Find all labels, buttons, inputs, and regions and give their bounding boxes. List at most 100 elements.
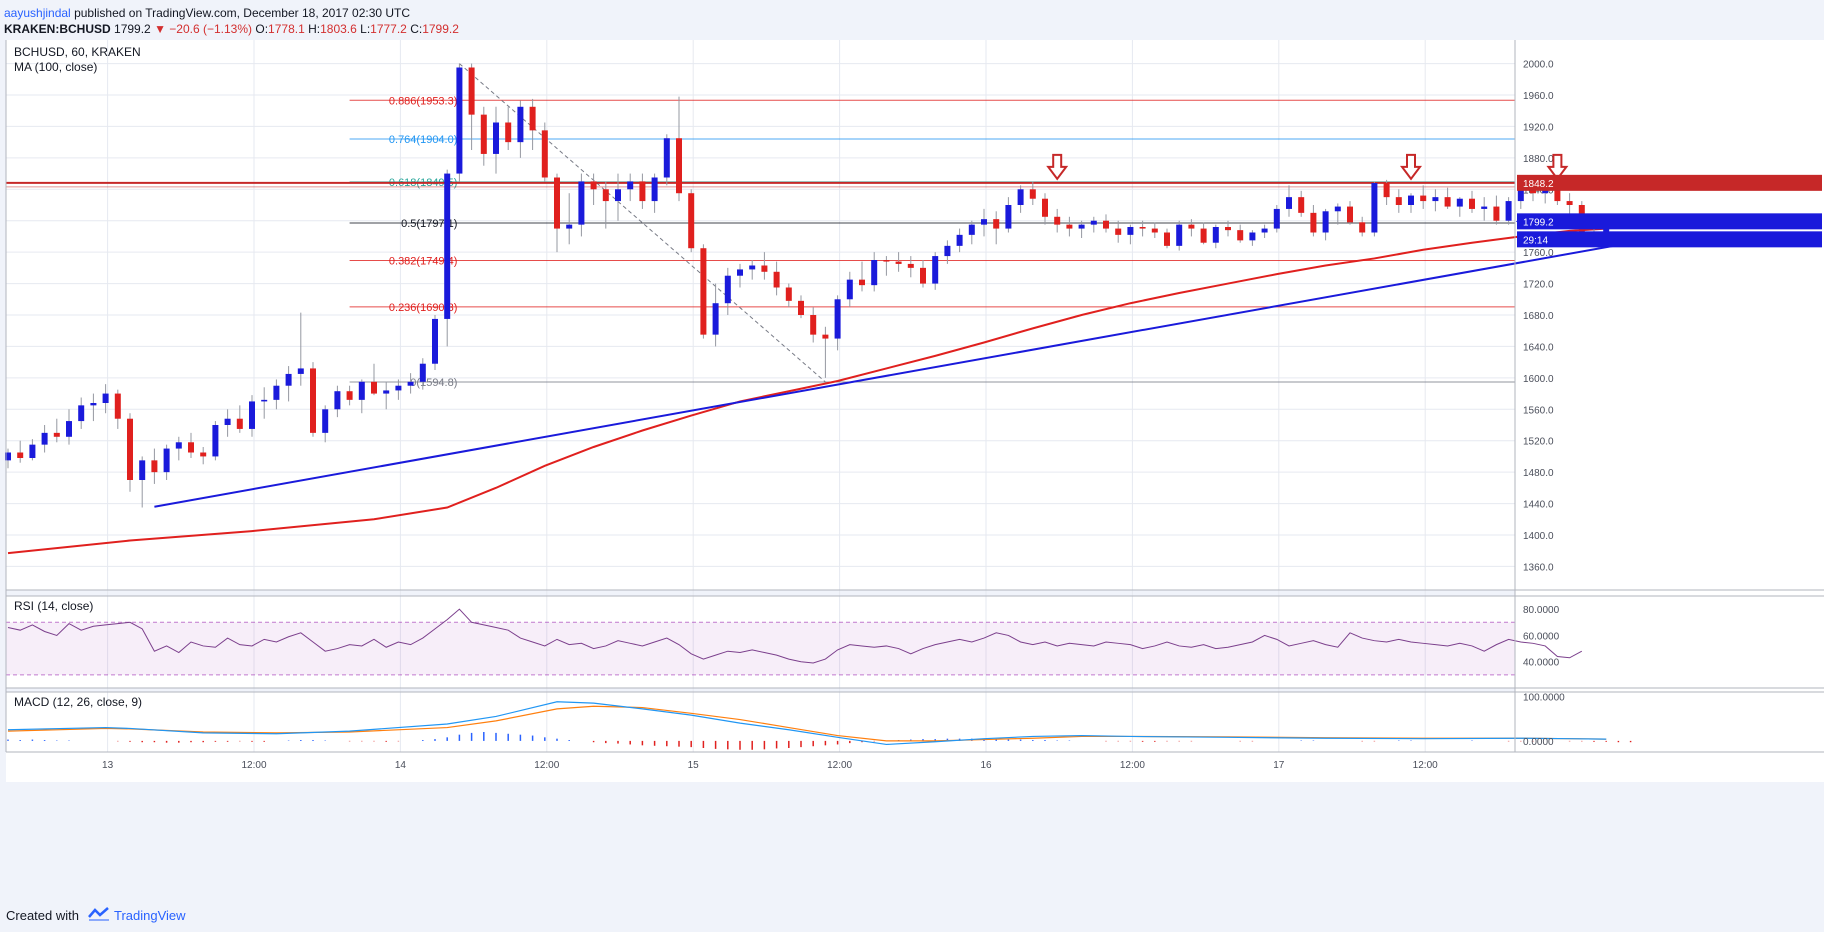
candle-body (1249, 232, 1256, 241)
chart-header: aayushjindal published on TradingView.co… (0, 0, 1824, 40)
candle (1322, 208, 1329, 241)
price-axis-tick-label: 1680.0 (1523, 311, 1554, 322)
candle (785, 283, 792, 308)
candle (1383, 179, 1390, 205)
candle (334, 385, 341, 418)
candle (1261, 224, 1268, 238)
candle-body (663, 138, 670, 178)
candle-body (1237, 230, 1244, 241)
candle (188, 432, 194, 458)
candle (676, 96, 682, 202)
candle-body (773, 271, 780, 288)
candle-body (493, 122, 499, 154)
candle-body (1103, 220, 1109, 229)
candle (1139, 220, 1146, 237)
ohlc-line: KRAKEN:BCHUSD 1799.2 ▼ −20.6 (−1.13%) O:… (4, 22, 459, 36)
candle (432, 315, 438, 370)
time-axis-tick-label: 12:00 (827, 760, 852, 771)
candle (724, 267, 731, 315)
price-axis-tick-label: 1560.0 (1523, 405, 1554, 416)
candle-body (724, 275, 731, 304)
candle (114, 389, 121, 429)
candle-body (968, 224, 975, 235)
candle (578, 173, 585, 237)
created-with-text: Created with (6, 908, 79, 923)
candle (249, 395, 255, 437)
last-price-label: 1799.2 (1523, 217, 1554, 228)
candle-body (1029, 189, 1036, 199)
candle-body (1261, 228, 1268, 233)
candle (920, 260, 926, 288)
candle (127, 413, 133, 492)
candle (1017, 185, 1024, 213)
candle-body (1359, 222, 1366, 233)
candle (346, 385, 353, 406)
author-link[interactable]: aayushjindal (4, 6, 71, 20)
candle (66, 409, 72, 445)
candle (737, 263, 743, 288)
candle (1225, 220, 1231, 237)
fib-level-label: 0.236(1690.3) (389, 302, 458, 314)
price-axis-tick-label: 1440.0 (1523, 500, 1554, 511)
candle-body (273, 385, 280, 400)
candle (1481, 197, 1488, 221)
close-label: C: (410, 22, 423, 36)
candle-body (53, 432, 60, 437)
candle-body (1212, 227, 1219, 243)
down-arrow-annotation (1046, 153, 1069, 181)
candle-body (41, 432, 48, 445)
candle-body (798, 300, 804, 315)
candle (1456, 197, 1463, 217)
candle (212, 421, 219, 461)
candle-body (1176, 224, 1183, 246)
candle-body (676, 138, 682, 194)
symbol-label: KRAKEN:BCHUSD (4, 22, 111, 36)
candle (871, 252, 878, 292)
candle-body (139, 460, 146, 480)
candle-body (761, 265, 768, 272)
candle (639, 173, 646, 209)
candle-body (554, 177, 560, 229)
candle-body (1139, 227, 1146, 229)
candle (493, 106, 499, 174)
candle (371, 363, 377, 396)
candle (700, 244, 707, 339)
tradingview-brand-link[interactable]: TradingView (114, 908, 186, 923)
candle-body (1517, 185, 1524, 202)
candle-body (712, 303, 719, 335)
candle (846, 271, 853, 308)
candle (1493, 195, 1500, 225)
candle-body (1505, 201, 1512, 221)
candle (261, 387, 268, 419)
candle (566, 193, 573, 245)
price-chart[interactable]: 2000.01960.01920.01880.01840.01800.01760… (0, 40, 1824, 896)
candle (712, 283, 719, 347)
candle-body (822, 334, 829, 339)
candle (151, 448, 158, 484)
candle (517, 100, 524, 158)
candle-body (1151, 228, 1158, 233)
candle-body (907, 263, 914, 268)
candle-body (737, 269, 743, 276)
candle (1566, 193, 1573, 217)
candle (541, 122, 548, 182)
candle-body (1566, 201, 1573, 205)
candle-body (627, 181, 634, 190)
candle (419, 358, 426, 390)
chart-title: BCHUSD, 60, KRAKEN (14, 45, 141, 59)
candle-body (1481, 206, 1488, 209)
rsi-legend-label: RSI (14, close) (14, 599, 93, 613)
candle-body (846, 279, 853, 300)
candle-body (920, 267, 926, 284)
rsi-axis-tick-label: 80.0000 (1523, 605, 1560, 616)
candle-body (1542, 189, 1549, 194)
candle (1127, 224, 1134, 245)
candle-body (468, 67, 475, 115)
candle (383, 381, 390, 410)
candle-body (285, 373, 292, 386)
candle-body (578, 181, 585, 225)
rsi-axis-tick-label: 60.0000 (1523, 631, 1560, 642)
price-axis-tick-label: 1960.0 (1523, 91, 1554, 102)
candle (749, 260, 756, 280)
macd-axis-tick-label: 100.0000 (1523, 692, 1565, 703)
